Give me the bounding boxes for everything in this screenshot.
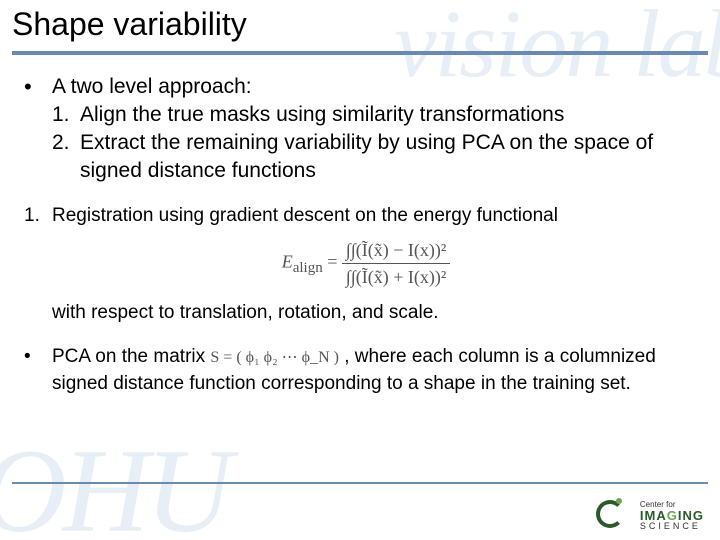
- energy-formula: Ealign = ∫∫(Ĩ(x̃) − I(x))² ∫∫(Ĩ(x̃) + I(…: [52, 237, 680, 290]
- registration-trail: with respect to translation, rotation, a…: [52, 300, 680, 326]
- title-bar: Shape variability: [0, 0, 720, 47]
- formula-lhs-sub: align: [293, 260, 323, 276]
- item-number: 2.: [52, 129, 80, 185]
- intro-bullet: • A two level approach: 1. Align the tru…: [24, 73, 680, 185]
- pca-text-before: PCA on the matrix: [52, 346, 210, 367]
- footer-rule: [12, 482, 708, 484]
- item-text: Align the true masks using similarity tr…: [80, 101, 680, 129]
- registration-body: Registration using gradient descent on t…: [52, 203, 680, 326]
- section-number: 1.: [24, 203, 52, 326]
- intro-item-2: 2. Extract the remaining variability by …: [52, 129, 680, 185]
- formula-eq: =: [327, 252, 337, 272]
- formula-numerator: ∫∫(Ĩ(x̃) − I(x))²: [342, 237, 450, 264]
- registration-lead: Registration using gradient descent on t…: [52, 203, 680, 229]
- intro-lead: A two level approach:: [52, 73, 680, 101]
- logo-icon: [594, 496, 634, 534]
- logo-line3: SCIENCE: [640, 521, 704, 532]
- intro-body: A two level approach: 1. Align the true …: [52, 73, 680, 185]
- pca-matrix: S = ( ϕ₁ ϕ₂ ⋯ ϕ_N ): [210, 349, 339, 366]
- formula-lhs: E: [282, 252, 293, 272]
- slide-title: Shape variability: [12, 6, 708, 43]
- bullet-mark: •: [24, 344, 52, 397]
- formula-denominator: ∫∫(Ĩ(x̃) + I(x))²: [342, 264, 450, 290]
- item-number: 1.: [52, 101, 80, 129]
- logo-text: Center for IMAGING SCIENCE: [640, 499, 704, 532]
- pca-body: PCA on the matrix S = ( ϕ₁ ϕ₂ ⋯ ϕ_N ) , …: [52, 344, 680, 397]
- registration-section: 1. Registration using gradient descent o…: [24, 203, 680, 326]
- intro-item-1: 1. Align the true masks using similarity…: [52, 101, 680, 129]
- pca-section: • PCA on the matrix S = ( ϕ₁ ϕ₂ ⋯ ϕ_N ) …: [24, 344, 680, 397]
- footer: Center for IMAGING SCIENCE: [0, 482, 720, 540]
- slide-content: • A two level approach: 1. Align the tru…: [0, 55, 720, 397]
- item-text: Extract the remaining variability by usi…: [80, 129, 680, 185]
- footer-logo: Center for IMAGING SCIENCE: [594, 496, 704, 534]
- bullet-mark: •: [24, 73, 52, 185]
- logo-line2: IMAGING: [640, 510, 704, 521]
